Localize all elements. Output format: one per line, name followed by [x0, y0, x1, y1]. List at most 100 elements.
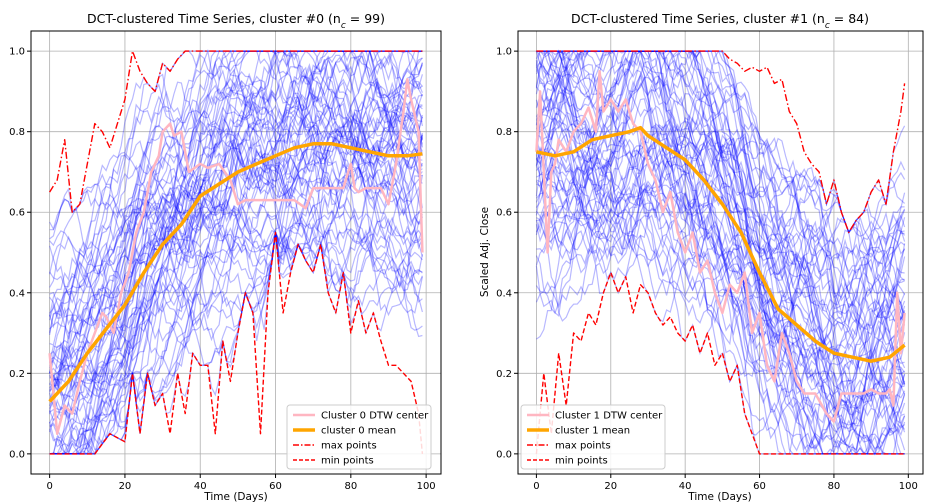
member-series-line	[49, 57, 423, 386]
member-series-line	[49, 99, 423, 392]
x-tick-label: 20	[604, 481, 617, 492]
legend-label: Cluster 1 DTW center	[555, 411, 663, 422]
member-series-line	[535, 156, 906, 455]
member-series-line	[49, 50, 423, 335]
series-line-max-points	[536, 50, 906, 234]
x-tick-label: 40	[194, 481, 207, 492]
member-series-line	[49, 50, 423, 336]
y-tick-label: 0.0	[496, 449, 512, 460]
y-tick-label: 1.0	[9, 47, 25, 58]
plot-frame	[517, 30, 924, 475]
member-series-line	[49, 154, 423, 433]
member-series-line	[49, 133, 423, 455]
x-tick-label: 20	[119, 481, 132, 492]
series-line-min-points	[535, 271, 905, 455]
member-series-line	[535, 78, 906, 382]
member-series-line	[49, 165, 423, 456]
legend-label: Cluster 0 DTW center	[321, 411, 429, 422]
member-series-line	[536, 50, 905, 383]
member-series-line	[49, 111, 423, 387]
member-series-line	[536, 50, 906, 399]
member-series-line	[535, 112, 906, 452]
member-series-line	[535, 50, 906, 275]
summary-lines	[535, 50, 906, 455]
member-series-line	[535, 114, 906, 448]
member-series-line	[535, 50, 906, 276]
member-series-line	[536, 50, 906, 331]
plot-area	[518, 31, 923, 474]
member-series-line	[49, 49, 423, 275]
member-series-line	[535, 126, 905, 445]
y-tick-label: 0.6	[496, 208, 512, 219]
chart-title: DCT-clustered Time Series, cluster #1 (n…	[571, 11, 869, 31]
x-tick-label: 0	[46, 481, 52, 492]
member-series-line	[535, 50, 906, 381]
member-series-line	[536, 211, 905, 455]
member-series-line	[536, 50, 905, 270]
chart-panel-cluster-0: 0 20 40 60 80 100 0.0 0.2 0.4 0.6 0.8 1.0 DCT-clust…	[9, 11, 442, 502]
member-series-line	[49, 229, 423, 455]
series-line-cluster-1-dtw-center	[535, 70, 906, 423]
y-tick-label: 0.8	[9, 127, 25, 138]
y-tick-label: 0.6	[9, 208, 25, 219]
member-series-line	[535, 180, 905, 432]
member-series-line	[536, 109, 906, 416]
x-tick-label: 0	[533, 481, 539, 492]
legend: Cluster 0 DTW center cluster 0 mean max po…	[286, 404, 432, 470]
y-tick-label: 0.4	[496, 288, 512, 299]
member-series-line	[49, 137, 423, 455]
member-series-line	[49, 49, 423, 415]
member-series-line	[535, 142, 906, 433]
axis-ticks: 0 20 40 60 80 100 0.0 0.2 0.4 0.6 0.8 1.0	[9, 47, 436, 492]
y-axis-label: Scaled Adj. Close	[479, 207, 491, 297]
member-series-line	[535, 50, 906, 369]
y-tick-label: 0.2	[9, 369, 25, 380]
y-tick-label: 1.0	[496, 47, 512, 58]
member-series-line	[535, 149, 906, 456]
member-series-line	[49, 166, 423, 455]
member-series-line	[49, 93, 423, 404]
member-series-line	[49, 50, 423, 369]
x-tick-label: 60	[753, 481, 766, 492]
member-series-line	[49, 55, 423, 333]
series-line-min-points	[49, 231, 424, 455]
member-series-line	[49, 55, 423, 411]
member-series-line	[49, 117, 423, 402]
chart-panel-cluster-1: 0 20 40 60 80 100 0.0 0.2 0.4 0.6 0.8 1.0 DCT-clust…	[479, 11, 924, 502]
member-series-line	[49, 50, 423, 322]
member-series-line	[535, 50, 906, 341]
x-tick-label: 100	[899, 481, 918, 492]
series-line-cluster-0-mean	[48, 142, 423, 403]
member-series-line	[535, 49, 906, 351]
member-series-bundle	[49, 48, 423, 456]
member-series-line	[535, 68, 906, 404]
member-series-line	[535, 137, 906, 455]
member-series-line	[49, 225, 423, 455]
member-series-line	[535, 53, 906, 334]
y-tick-label: 0.8	[496, 127, 512, 138]
member-series-line	[535, 156, 905, 455]
x-tick-label: 80	[828, 481, 841, 492]
member-series-line	[536, 50, 906, 237]
member-series-line	[49, 171, 423, 455]
x-tick-label: 100	[417, 481, 436, 492]
member-series-line	[49, 59, 423, 354]
member-series-line	[49, 130, 423, 416]
member-series-line	[49, 212, 423, 455]
x-tick-label: 40	[679, 481, 692, 492]
member-series-line	[535, 59, 906, 398]
member-series-line	[49, 71, 423, 381]
grid	[518, 31, 923, 474]
member-series-line	[535, 50, 905, 355]
member-series-line	[49, 81, 423, 389]
member-series-line	[535, 71, 906, 430]
member-series-line	[49, 110, 423, 400]
plot-frame	[30, 30, 442, 475]
member-series-line	[49, 85, 423, 420]
member-series-line	[536, 50, 906, 343]
member-series-line	[49, 57, 423, 448]
series-line-cluster-0-dtw-center	[48, 78, 424, 435]
member-series-line	[49, 54, 423, 388]
member-series-line	[536, 134, 906, 452]
